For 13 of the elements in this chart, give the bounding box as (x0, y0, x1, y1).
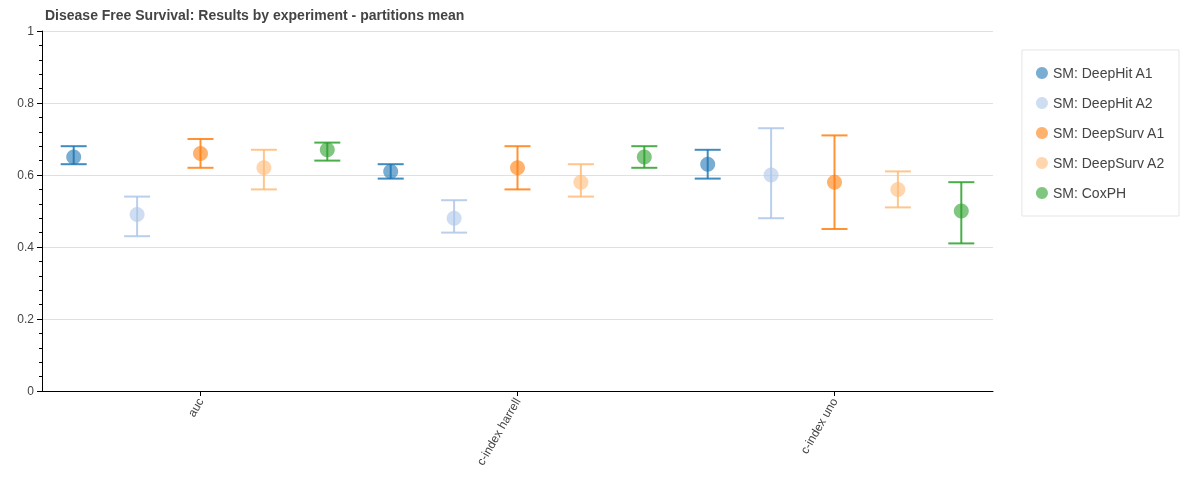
y-tick-label: 0.8 (17, 96, 35, 110)
legend-label: SM: DeepSurv A2 (1052, 155, 1165, 171)
y-tick-label: 0.2 (17, 312, 35, 326)
legend-label: SM: CoxPH (1052, 185, 1127, 201)
legend-label: SM: DeepHit A2 (1052, 95, 1153, 111)
x-tick-label: auc (184, 395, 207, 420)
y-tick-label: 0.6 (17, 168, 35, 182)
chart-title: Disease Free Survival: Results by experiment - partitions mean (45, 7, 465, 23)
legend-label: SM: DeepHit A1 (1052, 65, 1153, 81)
y-tick-label: 0.4 (17, 240, 35, 254)
legend-label: SM: DeepSurv A1 (1052, 125, 1165, 141)
y-tick-label: 0 (27, 384, 35, 398)
y-tick-label: 1 (27, 24, 35, 38)
